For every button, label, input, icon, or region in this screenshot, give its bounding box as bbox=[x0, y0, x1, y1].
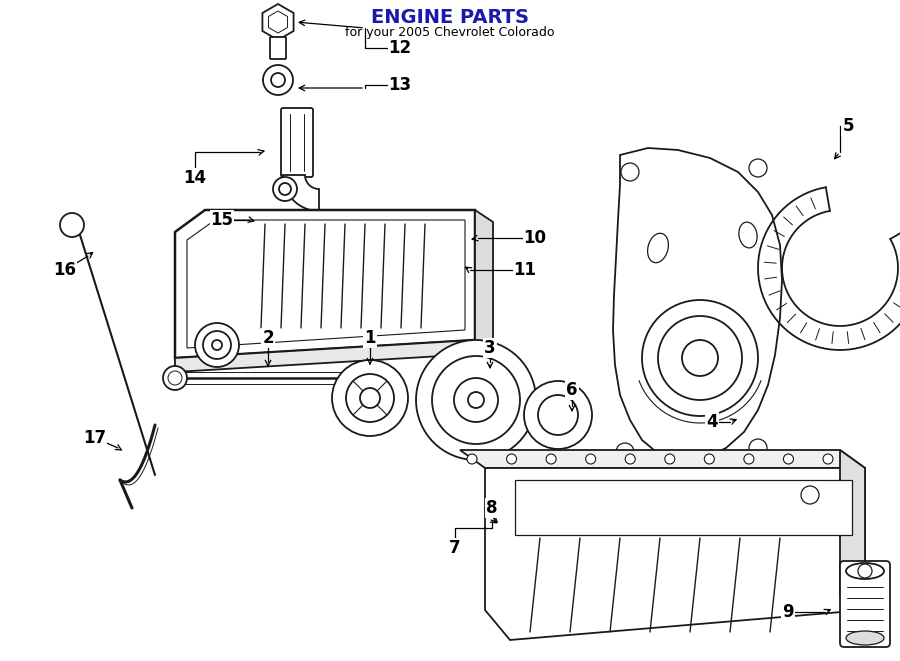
Circle shape bbox=[279, 183, 291, 195]
Ellipse shape bbox=[168, 371, 182, 385]
Polygon shape bbox=[475, 210, 493, 366]
Text: 17: 17 bbox=[84, 429, 106, 447]
Ellipse shape bbox=[352, 367, 374, 389]
Circle shape bbox=[360, 388, 380, 408]
Circle shape bbox=[783, 454, 794, 464]
FancyBboxPatch shape bbox=[281, 108, 313, 177]
Circle shape bbox=[416, 340, 536, 460]
Ellipse shape bbox=[358, 373, 368, 383]
Polygon shape bbox=[485, 468, 865, 640]
Text: 2: 2 bbox=[262, 329, 274, 347]
Ellipse shape bbox=[846, 563, 884, 579]
Text: 12: 12 bbox=[389, 39, 411, 57]
Ellipse shape bbox=[846, 631, 884, 645]
Circle shape bbox=[263, 65, 293, 95]
Circle shape bbox=[524, 381, 592, 449]
Text: 5: 5 bbox=[842, 117, 854, 135]
Polygon shape bbox=[283, 175, 319, 211]
Text: 4: 4 bbox=[706, 413, 718, 431]
Circle shape bbox=[60, 213, 84, 237]
Circle shape bbox=[749, 159, 767, 177]
Circle shape bbox=[626, 454, 635, 464]
Circle shape bbox=[346, 374, 394, 422]
Circle shape bbox=[212, 340, 222, 350]
Circle shape bbox=[273, 177, 297, 201]
Circle shape bbox=[203, 331, 231, 359]
Polygon shape bbox=[515, 480, 852, 535]
Text: 14: 14 bbox=[184, 169, 207, 187]
Circle shape bbox=[271, 73, 285, 87]
Text: 6: 6 bbox=[566, 381, 578, 399]
Ellipse shape bbox=[801, 486, 819, 504]
Text: 10: 10 bbox=[524, 229, 546, 247]
Circle shape bbox=[858, 564, 872, 578]
Text: 7: 7 bbox=[449, 539, 461, 557]
Circle shape bbox=[616, 443, 634, 461]
Circle shape bbox=[749, 439, 767, 457]
Circle shape bbox=[744, 454, 754, 464]
FancyBboxPatch shape bbox=[270, 37, 286, 59]
Circle shape bbox=[823, 454, 833, 464]
Circle shape bbox=[642, 300, 758, 416]
Text: 3: 3 bbox=[484, 339, 496, 357]
Circle shape bbox=[658, 316, 742, 400]
Text: 16: 16 bbox=[53, 261, 76, 279]
Circle shape bbox=[467, 454, 477, 464]
Text: ENGINE PARTS: ENGINE PARTS bbox=[371, 8, 529, 27]
Text: 11: 11 bbox=[514, 261, 536, 279]
Text: 15: 15 bbox=[211, 211, 233, 229]
Ellipse shape bbox=[739, 222, 757, 248]
Polygon shape bbox=[263, 4, 293, 40]
Polygon shape bbox=[175, 340, 475, 372]
Circle shape bbox=[507, 454, 517, 464]
Circle shape bbox=[682, 340, 718, 376]
Text: 8: 8 bbox=[486, 499, 498, 517]
Polygon shape bbox=[613, 148, 782, 460]
Polygon shape bbox=[840, 450, 865, 610]
Circle shape bbox=[332, 360, 408, 436]
Circle shape bbox=[621, 163, 639, 181]
Polygon shape bbox=[187, 220, 465, 348]
Ellipse shape bbox=[163, 366, 187, 390]
Text: 1: 1 bbox=[364, 329, 376, 347]
Text: 13: 13 bbox=[389, 76, 411, 94]
Circle shape bbox=[195, 323, 239, 367]
Text: for your 2005 Chevrolet Colorado: for your 2005 Chevrolet Colorado bbox=[346, 26, 554, 39]
Circle shape bbox=[586, 454, 596, 464]
FancyBboxPatch shape bbox=[840, 561, 890, 647]
Circle shape bbox=[546, 454, 556, 464]
Circle shape bbox=[432, 356, 520, 444]
Text: 9: 9 bbox=[782, 603, 794, 621]
Circle shape bbox=[705, 454, 715, 464]
Polygon shape bbox=[175, 210, 475, 358]
Circle shape bbox=[454, 378, 498, 422]
Polygon shape bbox=[460, 450, 865, 468]
Circle shape bbox=[468, 392, 484, 408]
Circle shape bbox=[842, 592, 858, 608]
Circle shape bbox=[538, 395, 578, 435]
Circle shape bbox=[665, 454, 675, 464]
Polygon shape bbox=[268, 11, 287, 33]
Ellipse shape bbox=[648, 233, 669, 262]
